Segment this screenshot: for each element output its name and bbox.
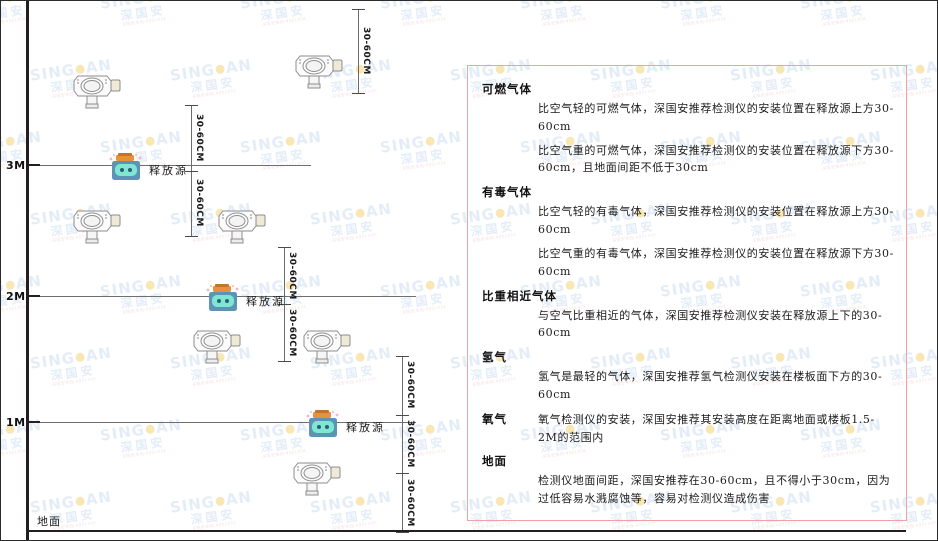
release-source-icon bbox=[206, 284, 240, 318]
level-line-3m bbox=[26, 165, 311, 166]
dimension-cap bbox=[278, 304, 291, 305]
ground-label: 地面 bbox=[37, 515, 61, 528]
dimension-cap bbox=[185, 105, 198, 106]
dimension-cap bbox=[396, 356, 409, 357]
level-tick-3m bbox=[26, 164, 40, 166]
panel-section-paragraph: 比空气轻的有毒气体，深国安推荐检测仪的安装位置在释放源上方30-60cm bbox=[538, 205, 894, 237]
panel-section-paragraph: 与空气比重相近的气体，深国安推荐检测仪安装在释放源上下的30-60cm bbox=[538, 308, 883, 340]
panel-section-heading-toxic-gas: 有毒气体 bbox=[482, 185, 532, 200]
dimension-label: 30-60CM bbox=[361, 27, 371, 75]
level-label-1m: 1M bbox=[6, 416, 26, 429]
dimension-label: 30-60CM bbox=[287, 308, 297, 357]
panel-section-heading-combustible-gas: 可燃气体 bbox=[482, 82, 532, 96]
level-line-1m bbox=[26, 422, 416, 423]
installation-guidance-panel: 可燃气体 比空气轻的可燃气体，深国安推荐检测仪的安装位置在释放源上方30-60cm… bbox=[467, 65, 907, 521]
panel-section-heading: 氧气 bbox=[482, 411, 507, 426]
panel-section-paragraph: 氧气检测仪的安装，深国安推荐其安装高度在距离地面或楼板1.5-2M的范围内 bbox=[538, 412, 875, 444]
dimension-cap bbox=[352, 9, 365, 10]
level-tick-1m bbox=[26, 421, 40, 423]
panel-section-heading-ground: 地面 bbox=[482, 454, 507, 469]
gas-detector-icon bbox=[291, 456, 343, 500]
vertical-axis bbox=[26, 1, 29, 540]
gas-detector-icon bbox=[191, 324, 243, 368]
panel-section-paragraph: 比空气轻的可燃气体，深国安推荐检测仪的安装位置在释放源上方30-60cm bbox=[538, 102, 894, 133]
gas-detector-icon bbox=[301, 324, 353, 368]
panel-section-oxygen: 氧气 氧气检测仪的安装，深国安推荐其安装高度在距离地面或楼板1.5-2M的范围内 bbox=[482, 411, 894, 447]
gas-detector-icon bbox=[71, 69, 123, 113]
panel-section-paragraph: 检测仪地面间距，深国安推荐在30-60cm，且不得小于30cm，因为过低容易水溅… bbox=[538, 474, 891, 506]
release-source-label: 释放源 bbox=[149, 164, 188, 177]
panel-section-heading-similar-density-gas: 比重相近气体 bbox=[482, 288, 557, 303]
dimension-label: 30-60CM bbox=[287, 251, 297, 300]
dimension-label: 30-60CM bbox=[405, 420, 415, 468]
panel-section-heading-hydrogen: 氢气 bbox=[482, 350, 507, 365]
ground-axis bbox=[26, 530, 906, 532]
dimension-cap bbox=[185, 236, 198, 237]
dimension-cap bbox=[396, 415, 409, 416]
release-source-icon bbox=[109, 153, 143, 187]
dimension-label: 30-60CM bbox=[405, 361, 415, 410]
level-tick-2m bbox=[26, 295, 40, 297]
dimension-cap bbox=[278, 247, 291, 248]
level-label-3m: 3M bbox=[6, 159, 26, 172]
release-source-label: 释放源 bbox=[346, 421, 385, 434]
gas-detector-icon bbox=[293, 49, 345, 93]
dimension-cap bbox=[396, 473, 409, 474]
panel-section-paragraph: 氢气是最轻的气体，深国安推荐氢气检测仪安装在楼板面下方的30-60cm bbox=[538, 370, 883, 401]
panel-section-paragraph: 比空气重的有毒气体，深国安推荐检测仪的安装位置在释放源下方30-60cm bbox=[538, 246, 894, 278]
gas-detector-icon bbox=[216, 204, 268, 248]
dimension-label: 30-60CM bbox=[194, 179, 204, 228]
release-source-icon bbox=[306, 410, 340, 444]
gas-detector-icon bbox=[71, 204, 123, 248]
dimension-line bbox=[402, 356, 403, 532]
dimension-line bbox=[191, 105, 192, 236]
dimension-cap bbox=[396, 532, 409, 533]
dimension-label: 30-60CM bbox=[194, 113, 204, 162]
panel-section-paragraph: 比空气重的可燃气体，深国安推荐检测仪的安装位置在释放源下方30-60cm，且地面… bbox=[538, 143, 894, 175]
dimension-cap bbox=[278, 361, 291, 362]
dimension-cap bbox=[352, 93, 365, 94]
dimension-line bbox=[358, 9, 359, 93]
dimension-label: 30-60CM bbox=[405, 478, 415, 527]
release-source-label: 释放源 bbox=[246, 295, 285, 308]
dimension-cap bbox=[185, 171, 198, 172]
level-label-2m: 2M bbox=[6, 290, 26, 303]
